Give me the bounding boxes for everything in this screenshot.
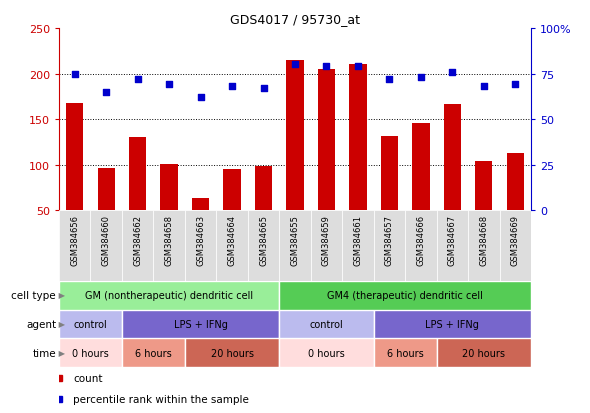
Text: cell type: cell type <box>11 290 56 300</box>
Bar <box>66 103 83 256</box>
Point <box>259 85 268 92</box>
Point <box>385 76 394 83</box>
Point <box>227 84 237 90</box>
Bar <box>59 281 279 310</box>
Text: GSM384665: GSM384665 <box>259 214 268 265</box>
Bar <box>160 164 178 256</box>
Text: GSM384662: GSM384662 <box>133 214 142 265</box>
Point <box>165 82 174 88</box>
Bar <box>279 281 531 310</box>
Text: GSM384661: GSM384661 <box>353 214 362 265</box>
Point <box>416 75 425 81</box>
Bar <box>286 61 304 256</box>
Bar <box>342 211 373 281</box>
Bar <box>129 138 146 256</box>
Bar <box>217 211 248 281</box>
Bar <box>507 153 524 256</box>
Text: LPS + IFNg: LPS + IFNg <box>173 319 228 329</box>
Bar <box>405 211 437 281</box>
Text: GSM384663: GSM384663 <box>196 214 205 265</box>
Point <box>133 76 142 83</box>
Bar <box>381 137 398 256</box>
Point <box>448 69 457 76</box>
Text: GM (nontherapeutic) dendritic cell: GM (nontherapeutic) dendritic cell <box>85 290 253 300</box>
Text: GSM384660: GSM384660 <box>101 214 111 265</box>
Point <box>70 71 80 78</box>
Point <box>353 64 363 70</box>
Bar <box>192 199 209 256</box>
Text: GSM384666: GSM384666 <box>417 214 425 265</box>
Text: count: count <box>73 373 103 383</box>
Bar <box>444 104 461 256</box>
Text: GSM384658: GSM384658 <box>165 214 173 265</box>
Text: GSM384668: GSM384668 <box>479 214 489 265</box>
Bar <box>248 211 279 281</box>
Bar <box>373 339 437 368</box>
Bar <box>349 65 366 256</box>
Text: ▶: ▶ <box>56 320 65 329</box>
Text: control: control <box>74 319 107 329</box>
Bar <box>311 211 342 281</box>
Text: 20 hours: 20 hours <box>211 348 254 358</box>
Text: GSM384659: GSM384659 <box>322 214 331 265</box>
Text: 6 hours: 6 hours <box>135 348 172 358</box>
Text: agent: agent <box>26 319 56 329</box>
Bar <box>153 211 185 281</box>
Bar <box>185 211 217 281</box>
Text: percentile rank within the sample: percentile rank within the sample <box>73 394 249 404</box>
Bar <box>59 211 90 281</box>
Text: 0 hours: 0 hours <box>308 348 345 358</box>
Bar <box>122 339 185 368</box>
Text: GSM384667: GSM384667 <box>448 214 457 265</box>
Bar <box>437 211 468 281</box>
Bar <box>97 169 115 256</box>
Text: GSM384655: GSM384655 <box>290 214 300 265</box>
Text: ▶: ▶ <box>56 291 65 300</box>
Text: GSM384669: GSM384669 <box>511 214 520 265</box>
Bar <box>373 310 531 339</box>
Bar <box>59 339 122 368</box>
Text: GSM384664: GSM384664 <box>228 214 237 265</box>
Bar <box>279 211 311 281</box>
Bar <box>475 161 493 256</box>
Bar <box>90 211 122 281</box>
Bar <box>185 339 279 368</box>
Text: ▶: ▶ <box>56 349 65 358</box>
Point <box>101 89 111 96</box>
Bar <box>279 310 373 339</box>
Text: 20 hours: 20 hours <box>463 348 505 358</box>
Bar <box>500 211 531 281</box>
Text: 6 hours: 6 hours <box>387 348 424 358</box>
Text: 0 hours: 0 hours <box>72 348 109 358</box>
Text: time: time <box>32 348 56 358</box>
Text: GSM384657: GSM384657 <box>385 214 394 265</box>
Text: GSM384656: GSM384656 <box>70 214 79 265</box>
Bar <box>468 211 500 281</box>
Bar <box>279 339 373 368</box>
Title: GDS4017 / 95730_at: GDS4017 / 95730_at <box>230 13 360 26</box>
Text: control: control <box>310 319 343 329</box>
Bar <box>318 70 335 256</box>
Bar <box>122 310 279 339</box>
Bar <box>412 123 430 256</box>
Point <box>290 62 300 69</box>
Point <box>479 84 489 90</box>
Point <box>510 82 520 88</box>
Bar <box>373 211 405 281</box>
Text: GM4 (therapeutic) dendritic cell: GM4 (therapeutic) dendritic cell <box>327 290 483 300</box>
Point <box>322 64 331 70</box>
Text: LPS + IFNg: LPS + IFNg <box>425 319 479 329</box>
Point <box>196 95 205 101</box>
Bar <box>255 167 272 256</box>
Bar <box>224 170 241 256</box>
Bar <box>59 310 122 339</box>
Bar <box>122 211 153 281</box>
Bar <box>437 339 531 368</box>
